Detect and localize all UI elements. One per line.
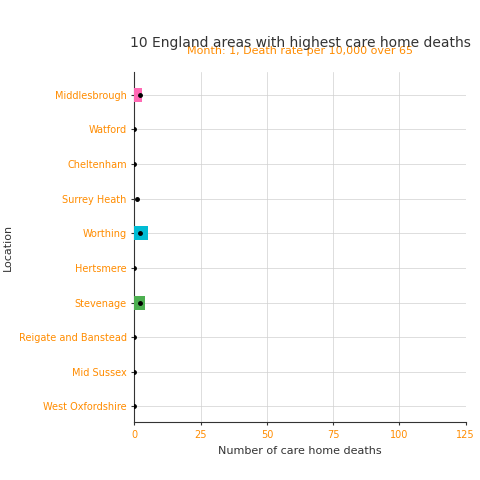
X-axis label: Number of care home deaths: Number of care home deaths [218,445,382,456]
Text: Month: 1, Death rate per 10,000 over 65: Month: 1, Death rate per 10,000 over 65 [187,46,413,56]
Bar [134,88,143,102]
Bar [134,296,145,310]
Title: 10 England areas with highest care home deaths: 10 England areas with highest care home … [130,36,470,50]
Bar [134,227,148,240]
Y-axis label: Location: Location [3,224,13,271]
